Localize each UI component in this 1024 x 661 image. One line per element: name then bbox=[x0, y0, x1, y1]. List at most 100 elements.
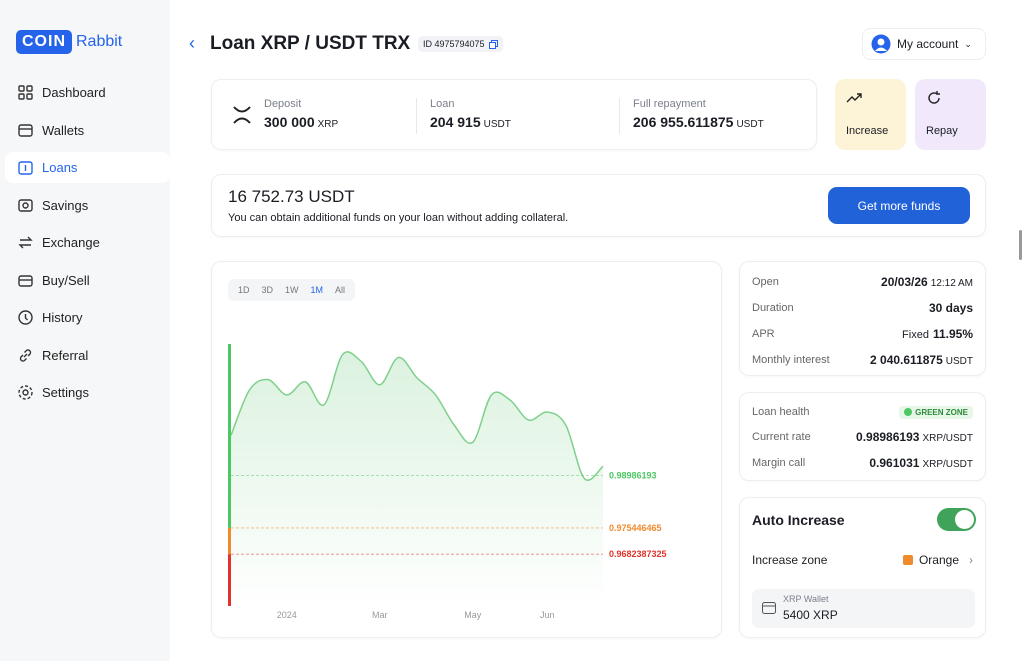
level-bar bbox=[228, 554, 231, 606]
health-row: Loan health GREEN ZONE bbox=[752, 405, 973, 419]
chart: 0.98986193 0.975446465 0.9682387325 2024 Mar… bbox=[228, 344, 667, 620]
value: 20/03/26 bbox=[881, 275, 928, 289]
unit: USDT bbox=[945, 356, 973, 367]
summary-item: Full repayment 206 955.611875 USDT bbox=[619, 98, 764, 134]
zone-label: Increase zone bbox=[752, 553, 828, 567]
area bbox=[231, 351, 603, 606]
action-button[interactable]: Increase bbox=[835, 79, 906, 150]
range-tab[interactable]: 1M bbox=[310, 285, 324, 295]
detail-value: 30 days bbox=[929, 301, 973, 315]
nav-label: Dashboard bbox=[42, 85, 106, 100]
range-tab[interactable]: 1W bbox=[285, 285, 299, 295]
summary-value: 206 955.611875 USDT bbox=[633, 114, 764, 130]
account-menu[interactable]: My account ⌄ bbox=[862, 28, 986, 60]
divider bbox=[619, 98, 620, 134]
health-value: 0.98986193 XRP/USDT bbox=[856, 430, 973, 444]
nav-icon bbox=[18, 236, 33, 249]
level-label: 0.975446465 bbox=[609, 523, 662, 533]
xrp-icon bbox=[233, 106, 251, 124]
detail-row: APR Fixed 11.95% bbox=[752, 326, 973, 342]
detail-prefix: Fixed bbox=[902, 329, 929, 341]
auto-card: Auto Increase Increase zone Orange › XRP … bbox=[739, 497, 986, 638]
wallet-icon bbox=[762, 602, 776, 614]
badge-text: GREEN ZONE bbox=[915, 407, 968, 417]
range-tab[interactable]: All bbox=[335, 285, 346, 295]
nav-item[interactable]: Exchange bbox=[5, 227, 170, 258]
chart-card: 1D 3D 1W 1M All 0.98986193 0.975446465 0.96823… bbox=[211, 261, 722, 638]
get-funds-button[interactable]: Get more funds bbox=[828, 187, 970, 224]
health-row: Margin call 0.961031 XRP/USDT bbox=[752, 455, 973, 471]
nav-icon bbox=[18, 123, 33, 137]
x-tick-label: 2024 bbox=[277, 610, 297, 620]
health-label: Current rate bbox=[752, 431, 811, 443]
range-tabs: 1D 3D 1W 1M All bbox=[228, 279, 356, 301]
health-badge: GREEN ZONE bbox=[899, 405, 973, 419]
nav-item[interactable]: Loans bbox=[5, 152, 170, 183]
details-card: Open 20/03/26 12:12 AM Duration 30 days APR Fi… bbox=[739, 261, 986, 376]
nav-icon bbox=[18, 385, 33, 400]
health-value: 0.961031 XRP/USDT bbox=[869, 456, 973, 470]
summary-item: Deposit 300 000 XRP bbox=[264, 98, 338, 130]
summary-card: Deposit 300 000 XRP Loan 204 915 USDT Full rep… bbox=[211, 79, 817, 150]
summary-value: 204 915 USDT bbox=[430, 114, 511, 130]
nav-label: Referral bbox=[42, 347, 89, 363]
x-tick-label: Mar bbox=[372, 610, 388, 620]
nav-item[interactable]: Dashboard bbox=[5, 77, 170, 108]
range-tab[interactable]: 1D bbox=[238, 285, 250, 295]
value: 0.98986193 bbox=[856, 430, 920, 444]
logo-mark: COIN bbox=[16, 30, 72, 54]
detail-value: 2 040.611875 USDT bbox=[870, 353, 973, 367]
funds-card: 16 752.73 USDT You can obtain additional… bbox=[211, 174, 986, 237]
nav-label: Savings bbox=[42, 197, 89, 213]
page-title: Loan XRP / USDT TRX bbox=[210, 33, 411, 54]
nav-item[interactable]: Buy/Sell bbox=[5, 265, 170, 296]
loan-id-text: ID 4975794075 bbox=[423, 39, 485, 49]
unit: USDT bbox=[736, 119, 764, 130]
avatar bbox=[871, 34, 891, 54]
loan-id[interactable]: ID 4975794075 bbox=[418, 36, 503, 52]
wallet-label: XRP Wallet bbox=[783, 594, 829, 604]
nav-label: Exchange bbox=[42, 235, 100, 250]
nav-item[interactable]: Wallets bbox=[5, 115, 170, 146]
value: 30 days bbox=[928, 301, 973, 315]
funds-text: You can obtain additional funds on your … bbox=[228, 212, 569, 224]
health-label: Margin call bbox=[752, 457, 806, 469]
nav-icon bbox=[19, 348, 32, 362]
summary-label: Loan bbox=[430, 98, 455, 110]
unit: XRP bbox=[317, 119, 339, 130]
value: 204 915 bbox=[430, 114, 481, 130]
summary-label: Deposit bbox=[264, 98, 302, 110]
nav-icon bbox=[18, 198, 33, 212]
detail-value: Fixed 11.95% bbox=[902, 327, 973, 341]
x-tick-label: May bbox=[464, 610, 482, 620]
logo[interactable]: COIN Rabbit bbox=[16, 30, 122, 54]
detail-label: Duration bbox=[752, 302, 794, 314]
detail-label: Monthly interest bbox=[752, 354, 830, 366]
summary-item: Loan 204 915 USDT bbox=[416, 98, 511, 134]
back-button[interactable]: ‹ bbox=[189, 33, 195, 53]
action-label: Repay bbox=[926, 125, 958, 137]
nav-item[interactable]: Settings bbox=[5, 377, 170, 408]
nav-item[interactable]: History bbox=[5, 302, 170, 333]
level-label: 0.9682387325 bbox=[609, 549, 667, 559]
zone-text: Orange bbox=[918, 553, 959, 567]
unit: USDT bbox=[483, 119, 511, 130]
detail-label: Open bbox=[752, 276, 779, 288]
value: 11.95% bbox=[932, 327, 973, 341]
action-button[interactable]: Repay bbox=[915, 79, 986, 150]
wallet-value: 5400 XRP bbox=[783, 608, 838, 622]
unit: XRP/USDT bbox=[922, 433, 973, 444]
wallet-box[interactable]: XRP Wallet 5400 XRP bbox=[752, 589, 975, 628]
nav-item[interactable]: Referral bbox=[5, 340, 170, 371]
account-label: My account bbox=[897, 37, 959, 51]
nav-label: Loans bbox=[42, 160, 78, 175]
nav-item[interactable]: Savings bbox=[5, 190, 170, 221]
nav-label: Settings bbox=[42, 385, 89, 400]
range-tab[interactable]: 3D bbox=[261, 285, 274, 295]
value: 300 000 bbox=[264, 114, 315, 130]
price-line bbox=[230, 351, 604, 481]
auto-toggle[interactable] bbox=[937, 508, 976, 531]
zone-row[interactable]: Increase zone Orange › bbox=[752, 552, 973, 568]
detail-value: 20/03/26 12:12 AM bbox=[881, 275, 973, 289]
